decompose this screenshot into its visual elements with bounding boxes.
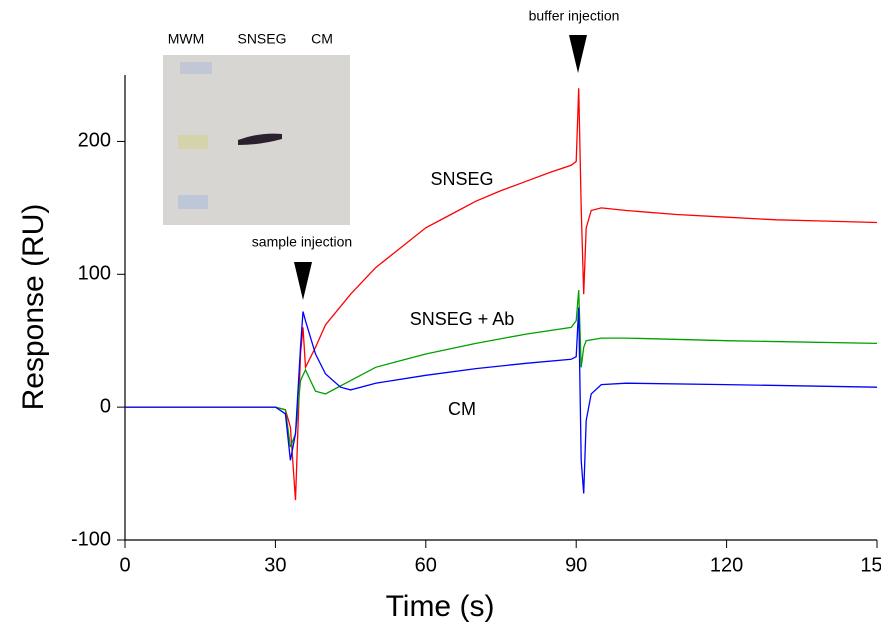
series-label: CM [448,399,476,419]
x-tick-label: 60 [415,554,437,576]
series-line [125,307,878,494]
inset-label: CM [311,31,333,47]
series-label: SNSEG + Ab [410,309,515,329]
y-tick-label: 200 [78,130,111,152]
series-line [125,88,878,501]
gel-marker [180,62,212,74]
annotation: sample injection [252,234,352,250]
y-tick-label: 0 [100,395,111,417]
inset-label: SNSEG [237,31,286,47]
annotation: buffer injection [529,8,620,24]
x-tick-label: 0 [119,554,130,576]
y-axis-title: Response (RU) [17,204,50,411]
x-axis-title: Time (s) [386,590,495,623]
gel-marker [178,135,208,149]
y-tick-label: -100 [71,528,111,550]
x-tick-label: 90 [565,554,587,576]
series-label: SNSEG [430,169,493,189]
inset-label: MWM [168,31,205,47]
x-tick-label: 30 [264,554,286,576]
x-tick-label: 150 [860,554,881,576]
arrow [294,262,312,300]
y-tick-label: 100 [78,263,111,285]
arrow [569,35,587,73]
gel-band [238,133,282,145]
gel-marker [178,195,208,209]
x-tick-label: 120 [710,554,743,576]
